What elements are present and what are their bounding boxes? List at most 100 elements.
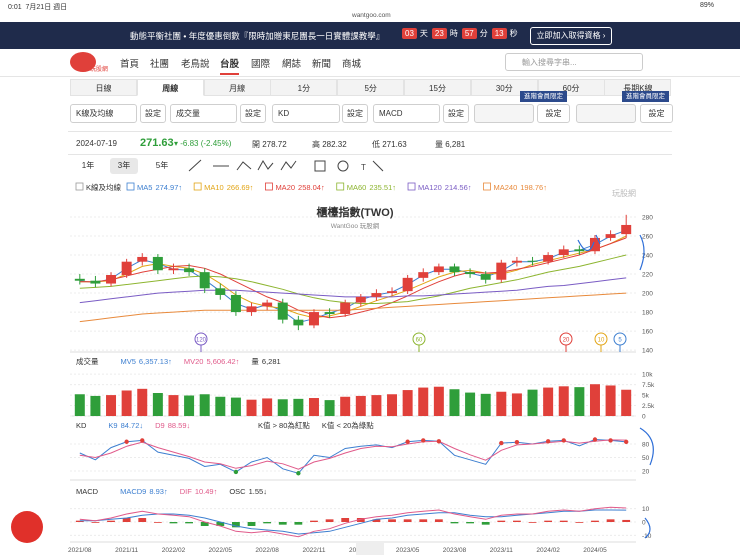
candle-body	[74, 278, 85, 281]
select[interactable]: KD	[272, 104, 340, 123]
drawing-tools[interactable]: T	[185, 157, 385, 175]
range-button[interactable]: 1年	[81, 161, 95, 170]
legend-value: 88.59↓	[168, 421, 191, 430]
candle-body	[152, 256, 163, 271]
legend-value: 214.56↑	[445, 183, 472, 192]
settings-button[interactable]: 設定	[640, 104, 673, 123]
osc-bar	[153, 522, 162, 523]
select-locked	[576, 104, 636, 123]
volume-bar	[511, 393, 522, 416]
legend-value: 8.93↑	[149, 487, 167, 496]
nav-item[interactable]: 新聞	[312, 59, 332, 70]
ma-line	[79, 292, 627, 323]
osc-bar	[216, 522, 225, 526]
osc-bar	[247, 522, 256, 526]
y-tick-label: 0	[642, 414, 646, 421]
countdown-num: 23	[431, 28, 447, 39]
period-tab[interactable]: 15分	[404, 79, 471, 96]
legend-value: 84.72↓	[121, 421, 144, 430]
nav-item[interactable]: 社團	[150, 59, 170, 70]
chat-button[interactable]	[11, 511, 43, 543]
osc-bar	[544, 520, 553, 522]
join-button[interactable]: 立即加入取得資格 ›	[530, 27, 612, 45]
osc-bar	[434, 519, 443, 522]
osc-bar	[559, 520, 568, 522]
quote-close: 271.63	[140, 137, 174, 149]
volume-bar	[277, 399, 288, 416]
period-tab[interactable]: 1分	[270, 79, 338, 96]
candle-body	[621, 224, 632, 235]
candle-body	[308, 312, 319, 326]
scroll-tab[interactable]	[356, 542, 384, 555]
kd-line	[79, 439, 627, 470]
kd-dot	[124, 439, 129, 444]
panel-label: K線及均線	[86, 182, 122, 192]
ma-marker-label: 60	[416, 338, 423, 344]
x-tick-label: 2021/08	[68, 547, 92, 554]
settings-button[interactable]: 設定	[240, 104, 266, 123]
osc-bar	[419, 519, 428, 522]
label: 低	[372, 140, 380, 149]
kd-rule: K值 > 80為紅點	[258, 420, 310, 430]
ma-marker-label: 10	[598, 338, 605, 344]
osc-bar	[372, 519, 381, 522]
watermark: 玩股網	[612, 188, 636, 198]
quote-date: 2024-07-19	[76, 139, 117, 148]
volume-bar	[465, 392, 476, 416]
ma-line	[79, 235, 627, 319]
y-tick-label: 50	[642, 455, 650, 462]
countdown-num: 13	[491, 28, 507, 39]
candle-body	[90, 280, 101, 284]
volume-bar	[293, 398, 304, 416]
y-tick-label: 140	[642, 348, 653, 355]
select[interactable]: K線及均線	[70, 104, 137, 123]
y-tick-label: 20	[642, 469, 650, 476]
range-button[interactable]: 5年	[155, 161, 169, 170]
panel-label: KD	[76, 421, 87, 430]
candle-body	[402, 277, 413, 292]
search-box[interactable]: 輸入搜尋字串...	[505, 53, 643, 71]
period-tab[interactable]: 周線	[136, 79, 204, 96]
kd-dot	[296, 471, 301, 476]
legend-name: K9	[108, 421, 117, 430]
value: 6,281	[445, 140, 466, 149]
nav-item[interactable]: 國際	[251, 59, 271, 70]
nav-item[interactable]: 老鳥說	[181, 59, 210, 70]
quote-change: -6.83 (-2.45%)	[180, 139, 232, 148]
select-locked	[474, 104, 534, 123]
volume-bar	[152, 393, 163, 416]
settings-button[interactable]: 設定	[537, 104, 570, 123]
period-tab[interactable]: 月線	[203, 79, 271, 96]
settings-button[interactable]: 設定	[342, 104, 368, 123]
osc-bar	[575, 522, 584, 523]
period-tab[interactable]: 5分	[337, 79, 405, 96]
period-tab[interactable]: 日線	[70, 79, 137, 96]
value: 271.63	[382, 140, 407, 149]
member-badge: 進階會員限定	[622, 91, 669, 102]
nav-item[interactable]: 首頁	[120, 59, 140, 70]
volume-bar	[230, 397, 241, 416]
range-button[interactable]: 3年	[110, 158, 138, 174]
select[interactable]: MACD	[373, 104, 440, 123]
volume-bar	[168, 395, 179, 416]
select[interactable]: 成交量	[170, 104, 237, 123]
chart-title: 櫃檯指數(TWO)	[317, 205, 394, 219]
kd-line	[79, 438, 627, 474]
legend-name: MA240	[494, 183, 518, 192]
osc-bar	[294, 522, 303, 525]
y-tick-label: 280	[642, 215, 653, 222]
nav-item[interactable]: 商城	[342, 59, 362, 70]
legend-name: OSC	[229, 487, 246, 496]
settings-button[interactable]: 設定	[140, 104, 166, 123]
candle-body	[574, 249, 585, 252]
volume-bar	[308, 398, 319, 416]
quote-change-wrap: ▾ -6.83 (-2.45%)	[174, 139, 232, 148]
osc-bar	[200, 522, 209, 526]
volume-bar	[184, 395, 195, 416]
settings-button[interactable]: 設定	[443, 104, 469, 123]
nav-item[interactable]: 台股	[220, 56, 240, 75]
nav-item[interactable]: 網誌	[282, 59, 302, 70]
osc-bar	[591, 520, 599, 522]
logo[interactable]: 玩股網	[90, 67, 109, 73]
candle-body	[465, 272, 476, 275]
